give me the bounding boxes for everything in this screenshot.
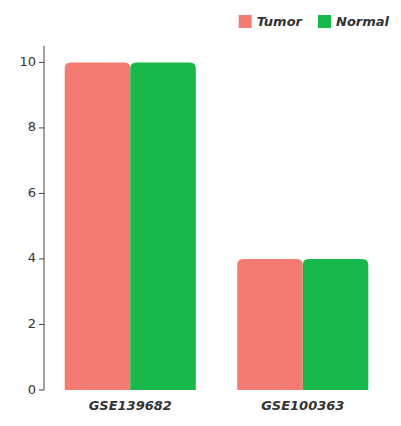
legend-swatch: [239, 15, 252, 28]
chart-svg: 0 2 4 6 8 10 GSE139682 GSE100363 Tumor Normal: [0, 0, 401, 426]
x-tick-label: GSE139682: [89, 398, 172, 413]
y-axis-line: [44, 46, 45, 390]
y-tick: [39, 390, 44, 391]
x-axis: GSE139682 GSE100363: [89, 398, 345, 413]
legend-swatch: [318, 15, 331, 28]
legend-item: Normal: [318, 14, 390, 29]
y-tick-label: 6: [28, 185, 36, 200]
y-tick: [39, 193, 44, 194]
y-tick: [39, 324, 44, 325]
y-tick-label: 0: [28, 382, 36, 397]
y-tick: [39, 258, 44, 259]
y-tick-label: 4: [28, 250, 36, 265]
legend-label: Tumor: [257, 14, 304, 29]
bar: [303, 259, 369, 390]
y-tick-label: 8: [28, 119, 36, 134]
legend-label: Normal: [336, 14, 390, 29]
legend: Tumor Normal: [239, 14, 390, 29]
bars: [65, 62, 369, 390]
legend-item: Tumor: [239, 14, 304, 29]
y-tick: [39, 62, 44, 63]
y-tick: [39, 127, 44, 128]
y-axis: 0 2 4 6 8 10: [19, 46, 44, 397]
bar: [237, 259, 303, 390]
chart-container: 0 2 4 6 8 10 GSE139682 GSE100363 Tumor Normal: [0, 0, 401, 426]
x-tick-label: GSE100363: [261, 398, 344, 413]
y-tick-label: 2: [28, 316, 36, 331]
page: {"chart_data": {"type": "bar", "categori…: [0, 0, 401, 426]
y-tick-label: 10: [19, 54, 36, 69]
bar: [130, 62, 196, 390]
bar: [65, 62, 131, 390]
